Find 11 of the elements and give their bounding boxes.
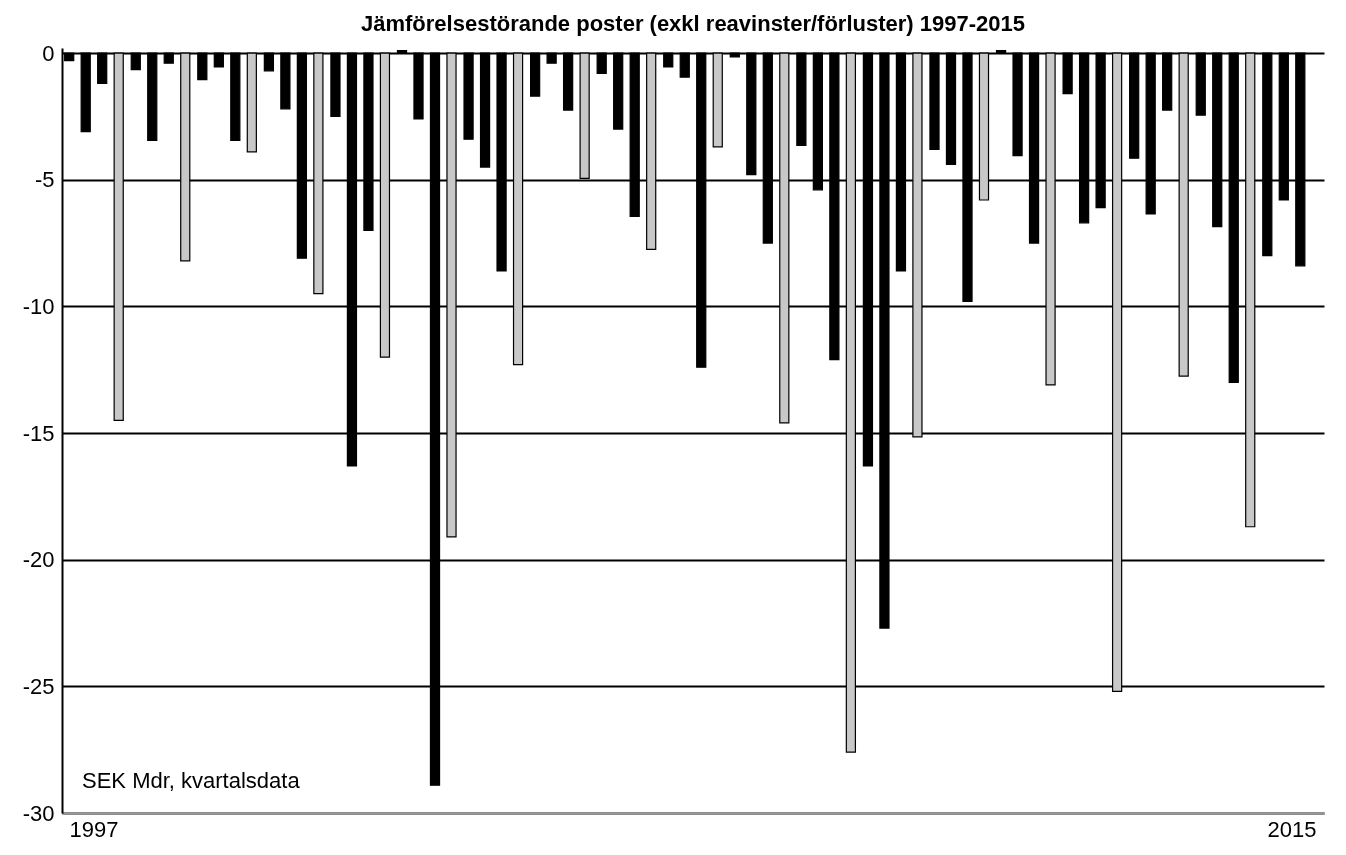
x-tick-label: 1997 [69,816,119,842]
chart-title: Jämförelsestörande poster (exkl reavinster/förluster) 1997-2015 [361,11,1025,37]
y-tick-label: -5 [34,167,55,193]
y-tick-label: -15 [22,420,55,446]
y-tick-label: -30 [22,800,55,826]
y-tick-label: -20 [22,547,55,573]
annotation: SEK Mdr, kvartalsdata [82,768,301,793]
y-tick-label: 0 [42,40,55,66]
y-tick-label: -10 [22,293,55,319]
x-tick-label: 2015 [1267,816,1317,842]
y-tick-label: -25 [22,673,55,699]
